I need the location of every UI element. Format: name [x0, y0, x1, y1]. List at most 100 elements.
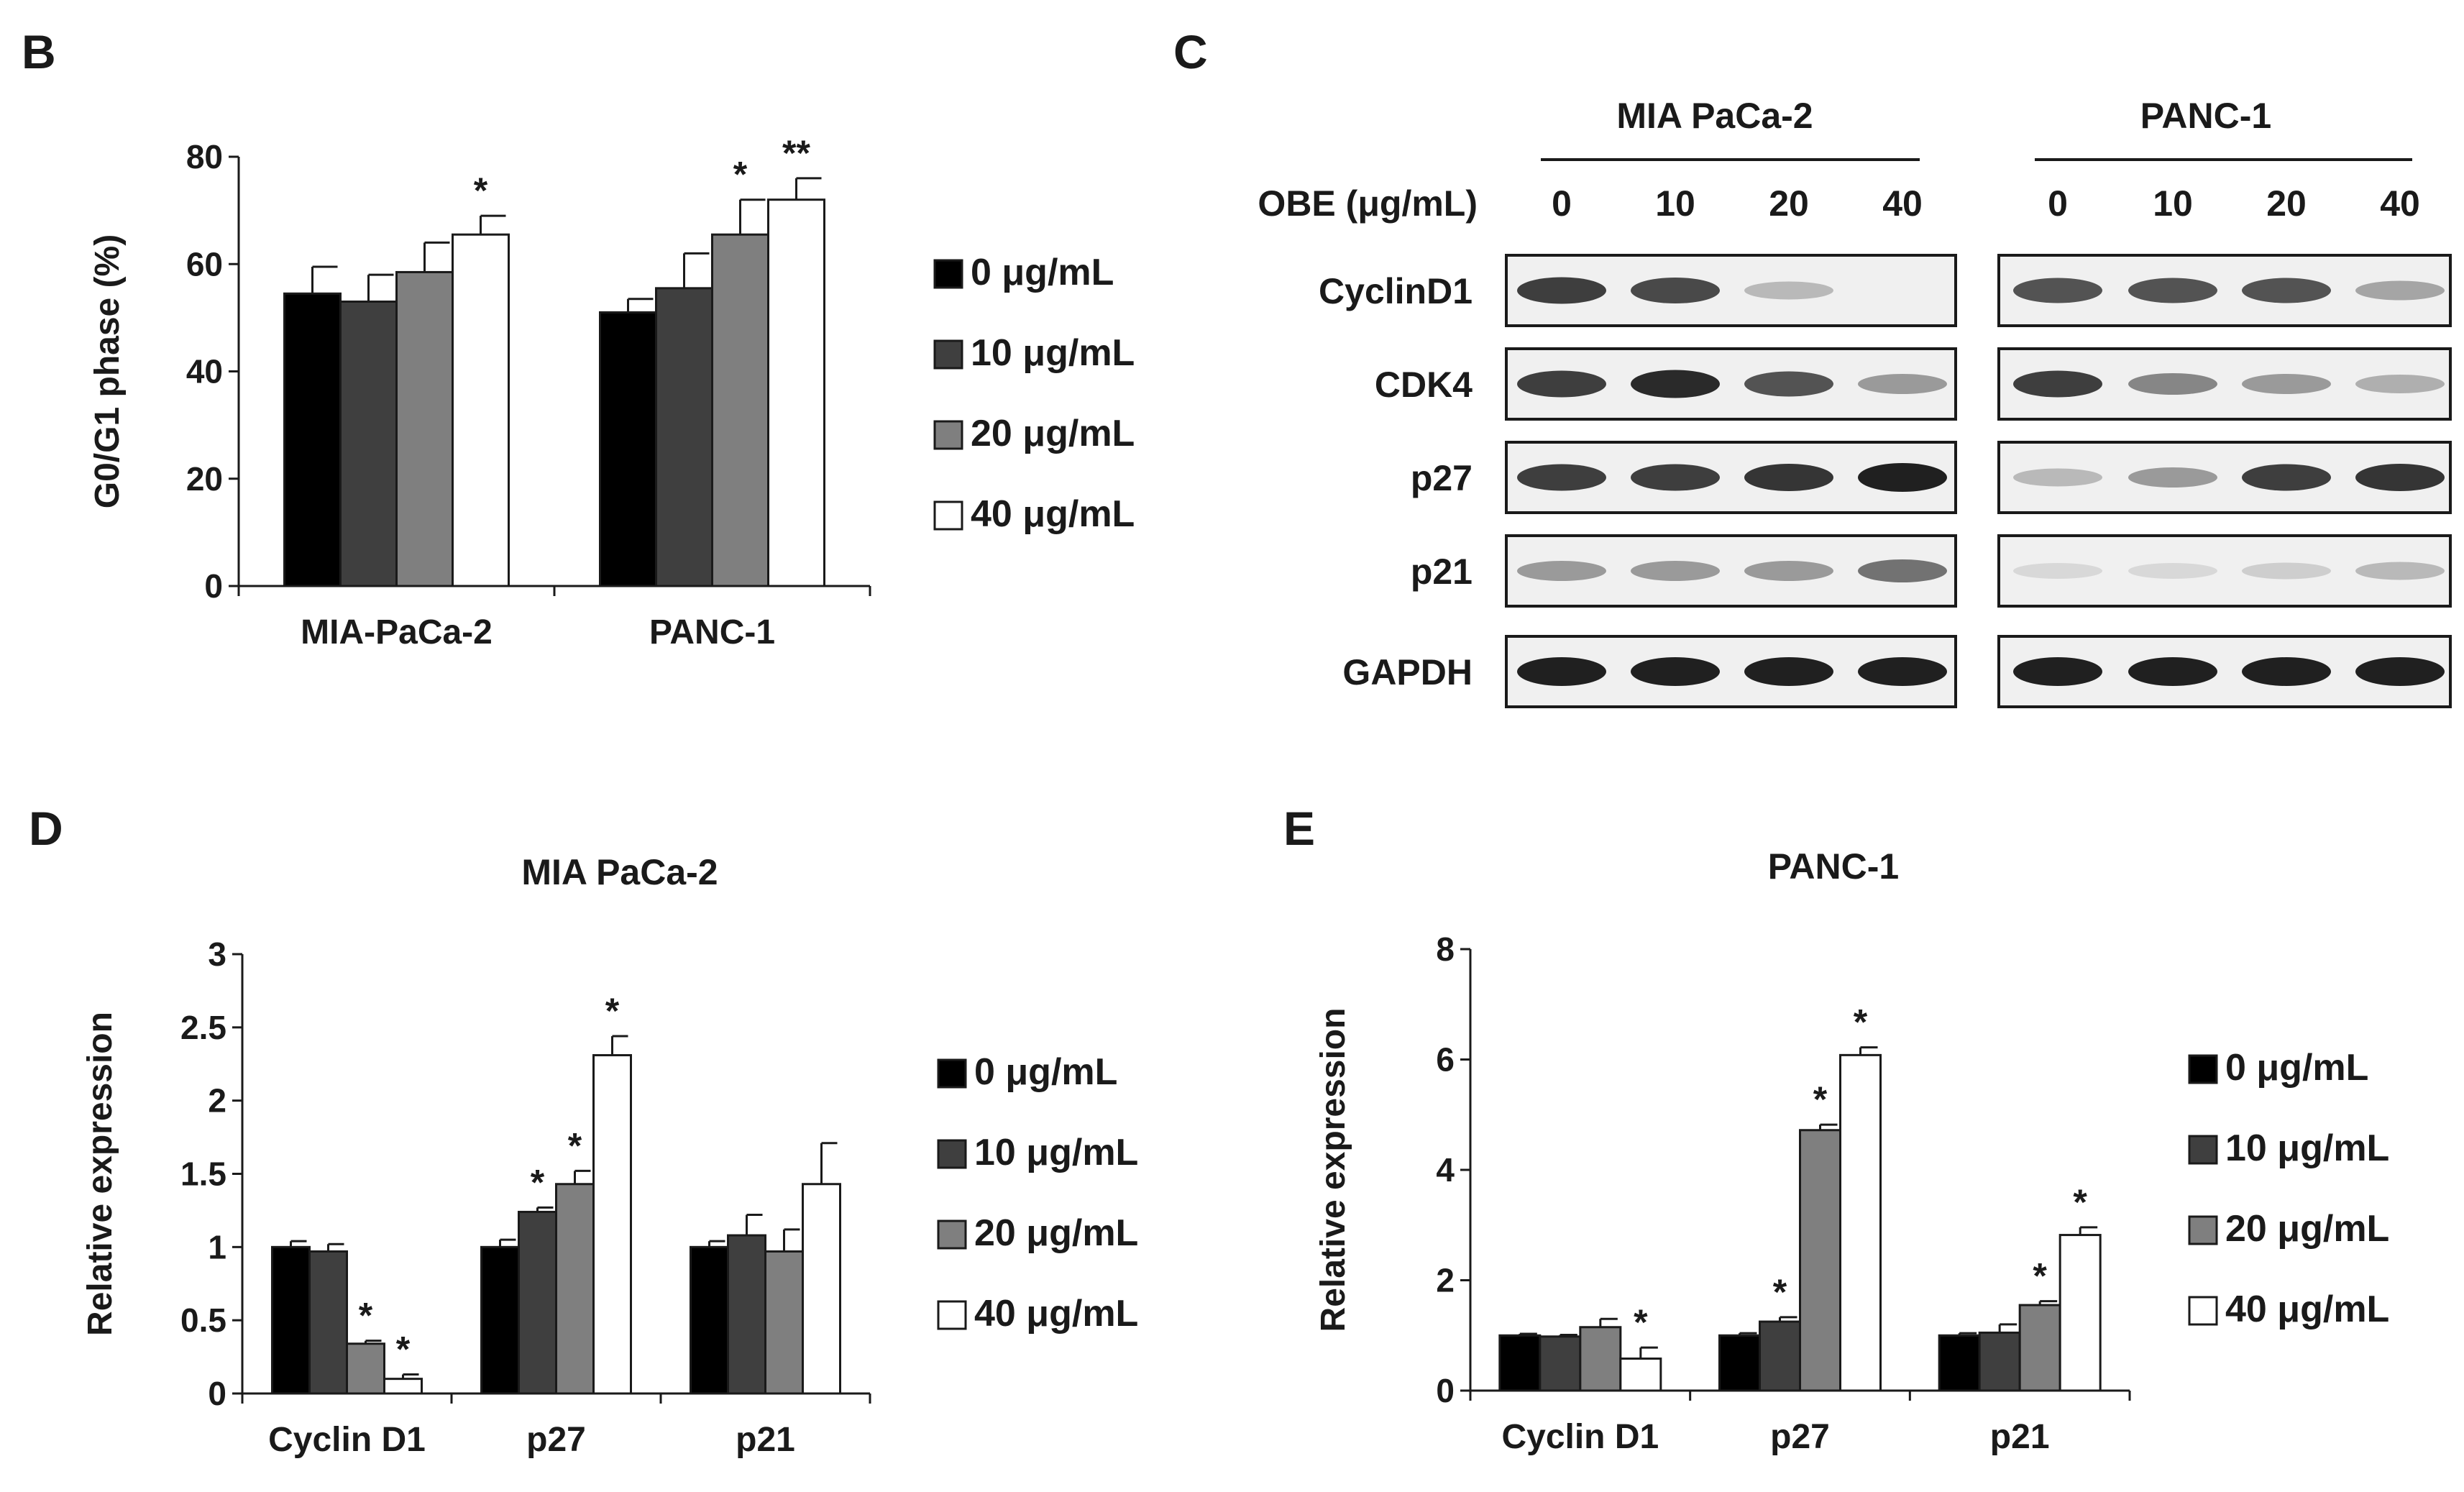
y-tick-label: 3	[208, 935, 226, 973]
bar-b-s3-c1	[767, 198, 825, 587]
blot-band	[1631, 657, 1720, 686]
bar-b-s3-c0	[452, 233, 510, 587]
blot-band	[1744, 464, 1833, 491]
x-category-label: Cyclin D1	[1501, 1418, 1659, 1456]
significance-marker: *	[733, 155, 748, 195]
y-tick-label: 2	[208, 1082, 226, 1120]
y-axis-label: Relative expression	[81, 1012, 119, 1336]
significance-marker: *	[568, 1125, 582, 1166]
blot-band	[1858, 657, 1947, 686]
x-category-label: PANC-1	[649, 613, 775, 651]
blot-group-header: PANC-1	[2140, 96, 2271, 136]
bar-d-s2-c0	[346, 1342, 385, 1395]
significance-marker: **	[782, 133, 810, 173]
y-tick-label: 6	[1436, 1041, 1455, 1079]
blot-band	[1517, 277, 1606, 304]
blot-protein-label: GAPDH	[1342, 652, 1473, 692]
y-tick-label: 4	[1436, 1151, 1455, 1189]
legend: 0 μg/mL 10 μg/mL 20 μg/mL 40 μg/mL	[933, 252, 1135, 535]
bar-b-s0-c0	[283, 292, 342, 587]
y-tick-label: 2	[1436, 1262, 1455, 1299]
blot-band	[2013, 278, 2102, 303]
legend-label: 20 μg/mL	[974, 1212, 1138, 1254]
blot-band	[2355, 657, 2445, 686]
blot-band	[2013, 468, 2102, 487]
significance-marker: *	[1773, 1272, 1787, 1312]
legend-swatch	[933, 339, 963, 370]
significance-marker: *	[474, 170, 488, 211]
legend-label: 20 μg/mL	[2225, 1208, 2389, 1250]
blot-band	[1744, 657, 1833, 686]
bar-e-s0-c1	[1718, 1334, 1761, 1392]
blot-band	[1744, 281, 1833, 300]
blot-dose-label: 10	[2153, 183, 2193, 224]
x-category-label: p27	[1770, 1418, 1830, 1456]
blot-band	[1517, 561, 1606, 581]
blot-band	[2128, 278, 2217, 303]
blot-band	[2013, 657, 2102, 686]
bar-d-s1-c1	[518, 1210, 557, 1395]
bar-b-s1-c0	[339, 300, 398, 587]
y-axis-label: Relative expression	[1314, 1008, 1352, 1332]
x-category-label: MIA-PaCa-2	[301, 613, 493, 651]
blot-band	[2128, 467, 2217, 488]
bar-e-s2-c2	[2018, 1304, 2061, 1392]
blot-band	[1517, 657, 1606, 686]
blot-band	[2128, 373, 2217, 395]
blot-group-header: MIA PaCa-2	[1616, 96, 1813, 136]
blot-band	[2242, 562, 2331, 580]
blot-band	[1631, 464, 1720, 491]
blot-dose-title: OBE (μg/mL)	[1258, 183, 1478, 224]
legend-swatch	[2188, 1054, 2218, 1084]
panel-letter-c: C	[1173, 25, 1208, 78]
legend-swatch	[2188, 1296, 2218, 1326]
legend: 0 μg/mL 10 μg/mL 20 μg/mL 40 μg/mL	[937, 1051, 1138, 1335]
blot-band	[1631, 278, 1720, 303]
significance-marker: *	[2073, 1182, 2087, 1222]
y-tick-label: 0.5	[180, 1301, 226, 1339]
blot-band	[2128, 563, 2217, 579]
western-blot: MIA PaCa-2 0 10 20 40 PANC-1 0 10 20 40 OBE (μg/mL…	[1258, 96, 2452, 708]
bar-e-s3-c0	[1619, 1357, 1662, 1392]
bar-e-s0-c0	[1498, 1334, 1542, 1392]
significance-marker: *	[531, 1162, 545, 1202]
blot-band	[1858, 463, 1947, 492]
bar-b-s2-c0	[395, 270, 454, 587]
blot-band	[2242, 374, 2331, 394]
legend: 0 μg/mL 10 μg/mL 20 μg/mL 40 μg/mL	[2188, 1047, 2389, 1330]
blot-band	[1744, 371, 1833, 397]
blot-protein-label: p21	[1411, 552, 1473, 592]
bar-d-s2-c1	[555, 1183, 595, 1395]
bar-e-s1-c1	[1759, 1320, 1801, 1392]
bar-e-s1-c2	[1978, 1331, 2021, 1392]
legend-swatch	[937, 1219, 967, 1250]
legend-label: 10 μg/mL	[974, 1132, 1138, 1173]
bar-d-s3-c0	[383, 1378, 423, 1395]
legend-swatch	[2188, 1135, 2218, 1165]
significance-marker: *	[605, 991, 620, 1031]
blot-band	[2355, 375, 2445, 393]
significance-marker: *	[1634, 1302, 1648, 1342]
bar-d-s0-c2	[690, 1245, 729, 1395]
y-tick-label: 20	[186, 460, 223, 498]
chart-b: 0 20 40 60 80 G0/G1 phase (%) MIA-PaCa-2 PANC-1…	[88, 133, 1135, 651]
bar-d-s2-c2	[764, 1250, 804, 1395]
blot-band	[2242, 657, 2331, 686]
blot-dose-label: 40	[2380, 183, 2420, 224]
legend-label: 40 μg/mL	[971, 493, 1135, 535]
panel-letter-d: D	[29, 802, 63, 855]
legend-label: 10 μg/mL	[971, 332, 1135, 374]
blot-band	[1858, 374, 1947, 394]
y-tick-label: 80	[186, 138, 223, 175]
blot-band	[1517, 464, 1606, 491]
bar-e-s3-c1	[1839, 1053, 1882, 1392]
blot-band	[1517, 370, 1606, 398]
bar-b-s2-c1	[711, 233, 769, 587]
blot-band	[2013, 563, 2102, 579]
legend-label: 40 μg/mL	[974, 1293, 1138, 1335]
blot-protein-label: p27	[1411, 458, 1473, 498]
blot-dose-label: 10	[1655, 183, 1695, 224]
chart-d: MIA PaCa-2 0 0.5 1 1.5 2 2.5 3 Relative expressi…	[81, 852, 1138, 1459]
blot-dose-label: 0	[1552, 183, 1572, 224]
